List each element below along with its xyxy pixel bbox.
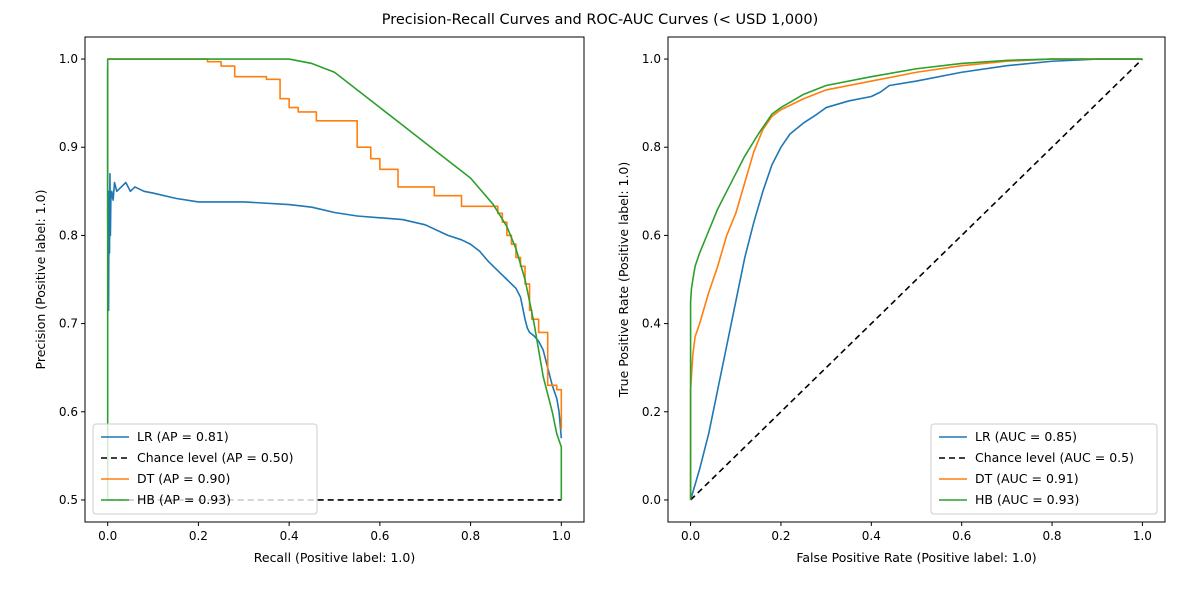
series-line-roc-3 xyxy=(689,58,1143,500)
series-line-roc-0 xyxy=(689,58,1143,501)
x-tick-label: 1.0 xyxy=(1133,529,1152,543)
x-tick-label: 0.6 xyxy=(952,529,971,543)
legend-label: LR (AUC = 0.85) xyxy=(975,429,1077,444)
series-line-roc-2 xyxy=(689,58,1143,500)
x-tick-label: 0.8 xyxy=(461,529,480,543)
legend-label: HB (AUC = 0.93) xyxy=(975,492,1079,507)
x-axis-label: False Positive Rate (Positive label: 1.0… xyxy=(796,550,1036,565)
y-tick-label: 0.8 xyxy=(642,140,661,154)
series-line-pr-0 xyxy=(106,67,563,439)
x-tick-label: 1.0 xyxy=(552,529,571,543)
legend-label: DT (AUC = 0.91) xyxy=(975,471,1079,486)
x-tick-label: 0.8 xyxy=(1042,529,1061,543)
y-tick-label: 0.0 xyxy=(642,493,661,507)
legend-label: HB (AP = 0.93) xyxy=(137,492,231,507)
y-tick-label: 0.2 xyxy=(642,405,661,419)
y-tick-label: 0.4 xyxy=(642,317,661,331)
x-tick-label: 0.2 xyxy=(189,529,208,543)
legend-box xyxy=(92,423,318,515)
legend-label: DT (AP = 0.90) xyxy=(137,471,230,486)
x-axis-label: Recall (Positive label: 1.0) xyxy=(254,550,415,565)
y-tick-label: 1.0 xyxy=(59,52,78,66)
y-tick-label: 1.0 xyxy=(642,52,661,66)
y-tick-label: 0.9 xyxy=(59,140,78,154)
series-group xyxy=(689,58,1143,501)
series-line-pr-3 xyxy=(106,58,563,500)
x-tick-label: 0.4 xyxy=(280,529,299,543)
y-tick-label: 0.5 xyxy=(59,493,78,507)
legend: LR (AP = 0.81) Chance level (AP = 0.50) DT… xyxy=(92,423,318,515)
legend-label: Chance level (AUC = 0.5) xyxy=(975,450,1134,465)
x-tick-label: 0.2 xyxy=(771,529,790,543)
legend-label: Chance level (AP = 0.50) xyxy=(137,450,294,465)
y-tick-label: 0.6 xyxy=(59,405,78,419)
x-tick-label: 0.4 xyxy=(862,529,881,543)
legend-box xyxy=(930,423,1158,515)
x-tick-label: 0.0 xyxy=(98,529,117,543)
series-line-roc-1 xyxy=(690,58,1143,501)
plot-frame xyxy=(84,36,585,523)
legend: LR (AUC = 0.85) Chance level (AUC = 0.5) D… xyxy=(930,423,1158,515)
x-tick-label: 0.6 xyxy=(370,529,389,543)
roc-auc-panel: 0.0 0.2 0.4 0.6 0.8 1.0 0.0 0.2 0.4 0.6 0.8 1.0 Fals… xyxy=(616,36,1166,565)
legend-label: LR (AP = 0.81) xyxy=(137,429,229,444)
y-axis-label: True Positive Rate (Positive label: 1.0) xyxy=(616,162,631,399)
y-tick-label: 0.8 xyxy=(59,228,78,242)
y-axis-label: Precision (Positive label: 1.0) xyxy=(33,190,48,370)
series-line-pr-2 xyxy=(107,58,563,430)
y-tick-label: 0.6 xyxy=(642,228,661,242)
figure-title: Precision-Recall Curves and ROC-AUC Curv… xyxy=(382,12,819,28)
plot-frame xyxy=(667,36,1166,523)
x-tick-label: 0.0 xyxy=(681,529,700,543)
y-tick-label: 0.7 xyxy=(59,317,78,331)
precision-recall-panel: 0.0 0.2 0.4 0.6 0.8 1.0 0.5 0.6 0.7 0.8 0.9 1.0 Reca… xyxy=(33,36,585,565)
